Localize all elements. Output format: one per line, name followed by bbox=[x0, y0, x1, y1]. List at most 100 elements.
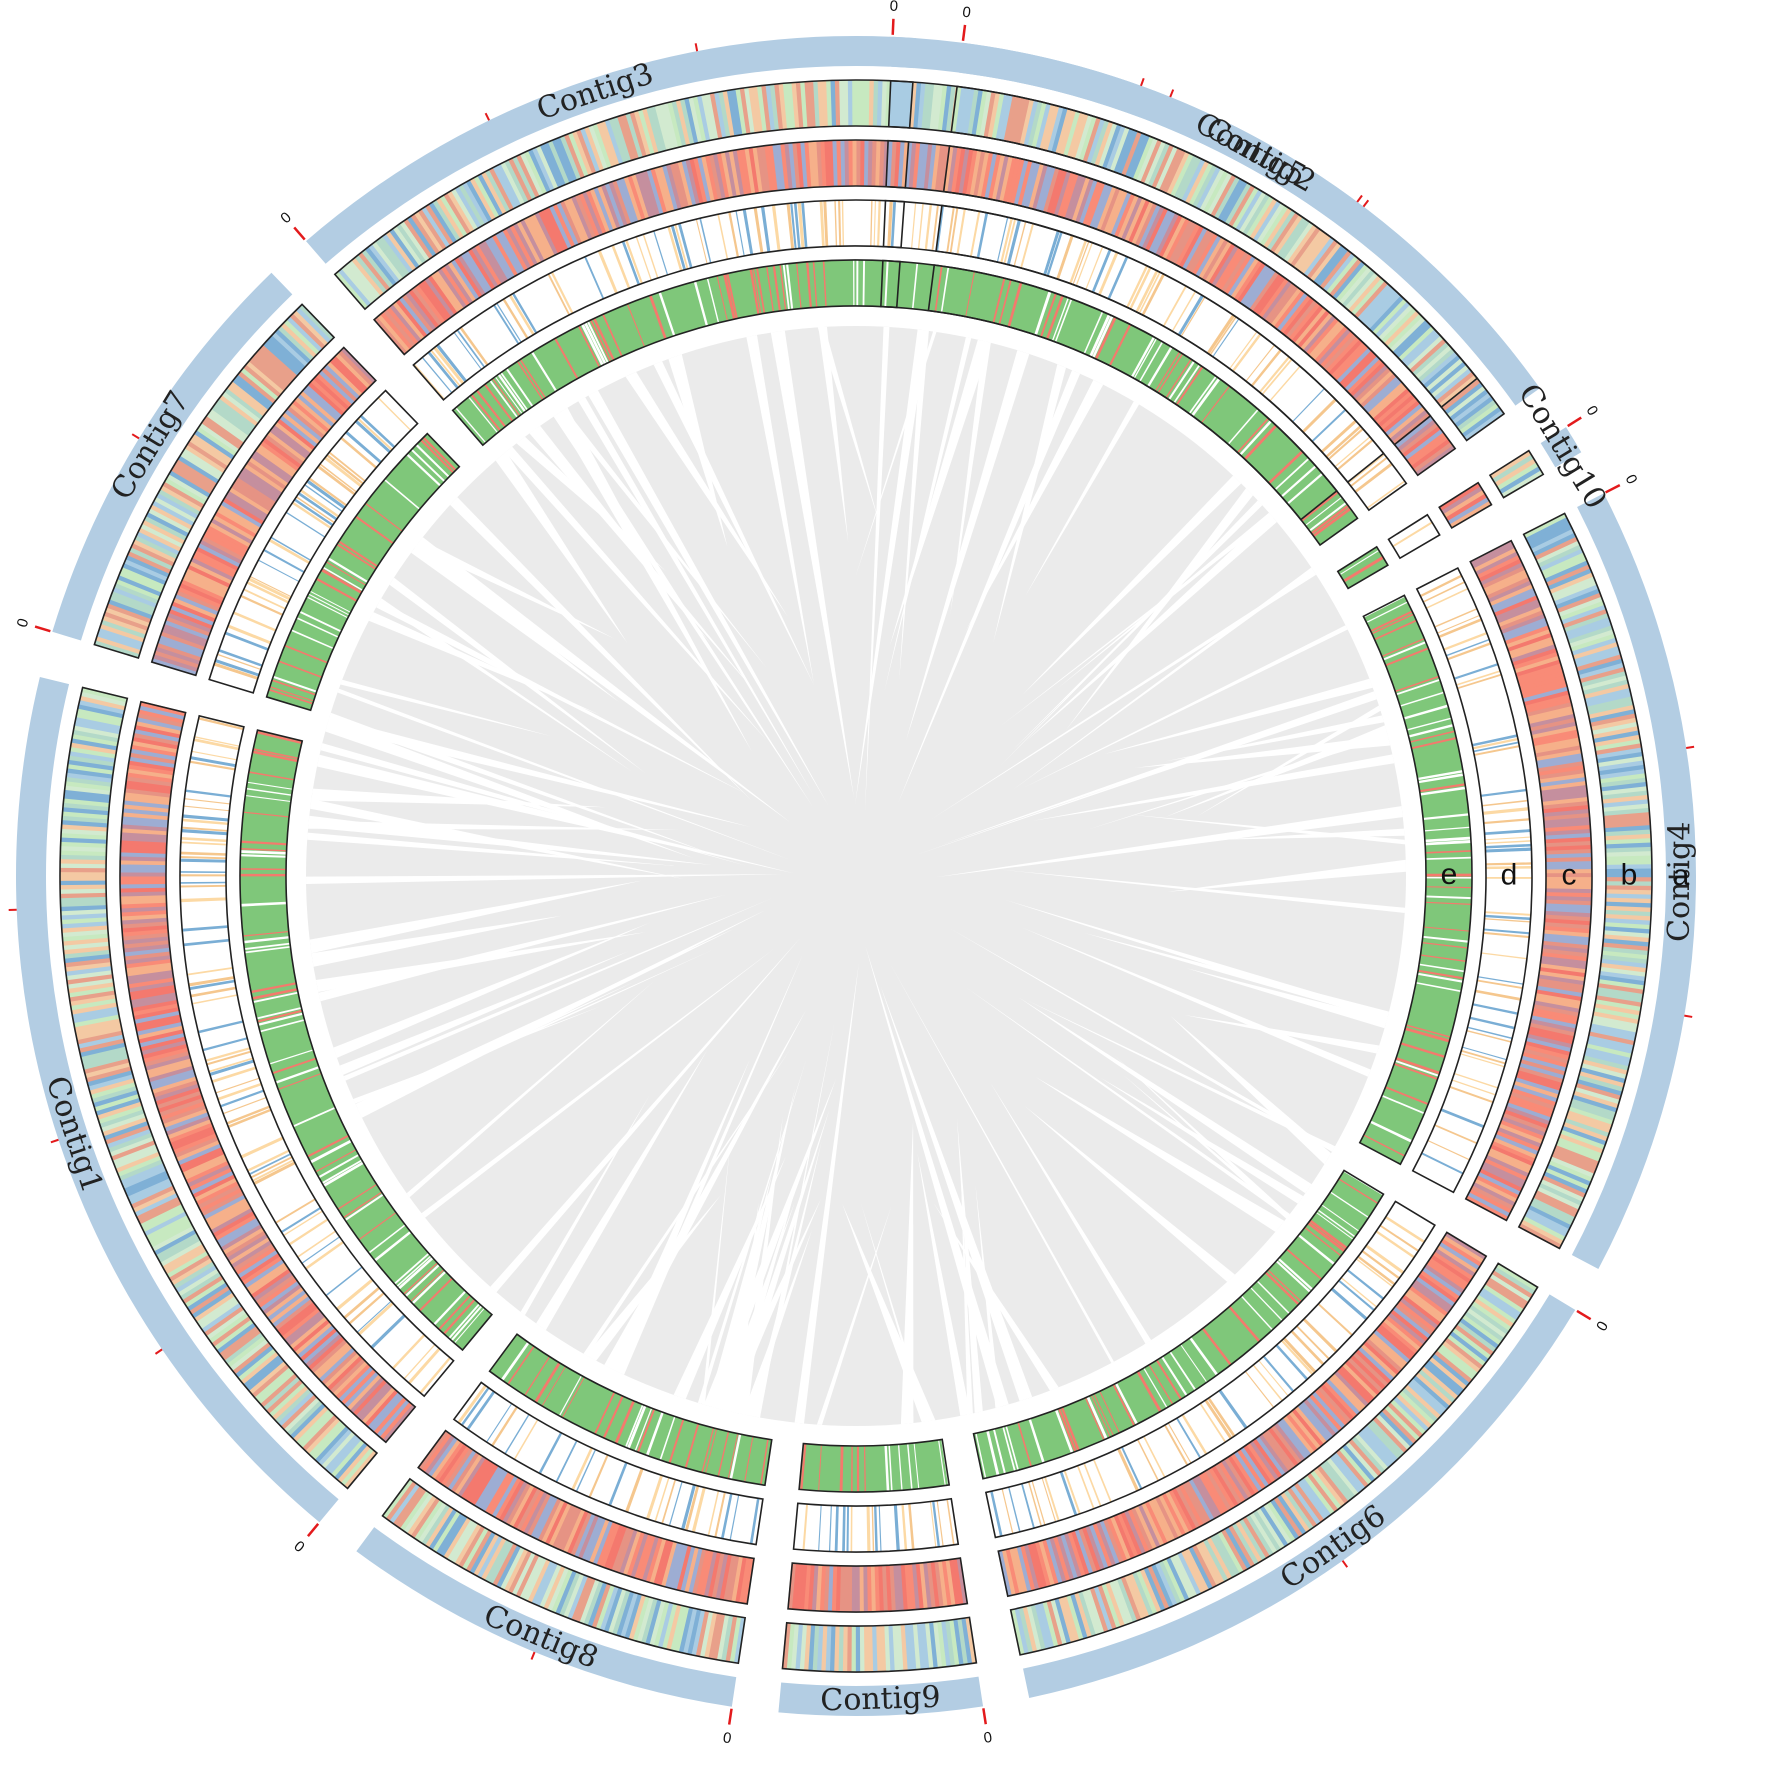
track-c-bin bbox=[1521, 682, 1568, 700]
track-b-bin bbox=[106, 602, 152, 624]
track-b-bin bbox=[1582, 1059, 1628, 1076]
track-c-bin bbox=[222, 1227, 265, 1255]
track-c-bin bbox=[1328, 1376, 1364, 1413]
track-b-bin bbox=[718, 91, 731, 138]
track-c-bin bbox=[890, 140, 898, 188]
track-c-bin bbox=[1542, 940, 1589, 950]
track-c-bin bbox=[142, 1046, 189, 1063]
link-gap bbox=[1100, 1077, 1304, 1204]
link-gap bbox=[1065, 488, 1253, 731]
track-b-bin bbox=[144, 515, 188, 541]
track-c-bin bbox=[222, 497, 265, 525]
track-d-stripe bbox=[198, 717, 244, 731]
track-c-bin bbox=[185, 1160, 230, 1184]
track-d-stripe bbox=[1137, 1439, 1159, 1482]
link-gap bbox=[993, 364, 1066, 643]
track-b-bin bbox=[795, 81, 805, 129]
track-b-bin bbox=[1532, 532, 1577, 557]
track-b-bin bbox=[542, 1565, 566, 1610]
track-c-bin bbox=[312, 1341, 350, 1377]
track-c-bin bbox=[1475, 1175, 1520, 1200]
track-b-bin bbox=[538, 1563, 562, 1609]
track-e-stripe bbox=[257, 1012, 304, 1026]
track-c-bin bbox=[289, 402, 328, 436]
track-b-bin bbox=[481, 171, 508, 215]
track-c-bin bbox=[1077, 1527, 1097, 1573]
track-b-bin bbox=[1120, 1576, 1142, 1621]
track-b-bin bbox=[941, 85, 953, 132]
track-b-bin bbox=[1112, 1579, 1133, 1625]
link-gap bbox=[421, 948, 775, 1218]
track-b-bin bbox=[963, 88, 976, 135]
track-d-stripe bbox=[1457, 673, 1502, 690]
track-d-stripe bbox=[1449, 1085, 1494, 1104]
track-c-bin bbox=[1543, 933, 1590, 942]
track-b-bin bbox=[476, 1535, 503, 1579]
track-c-bin bbox=[1534, 996, 1581, 1010]
track-c-bin bbox=[1377, 1324, 1416, 1358]
track-c-bin bbox=[203, 532, 246, 558]
track-e-stripe bbox=[1028, 1418, 1045, 1464]
track-b-bin bbox=[66, 767, 113, 779]
track-e-stripe bbox=[716, 275, 728, 321]
track-e-stripe bbox=[812, 261, 818, 308]
track-b-bin bbox=[1322, 253, 1356, 293]
track-d-stripe bbox=[1063, 1470, 1081, 1515]
track-b-bin bbox=[136, 1196, 180, 1221]
track-c-bin bbox=[182, 1153, 227, 1177]
track-b-bin bbox=[164, 477, 207, 505]
track-b-bin bbox=[1351, 278, 1386, 316]
track-c-bin bbox=[1100, 187, 1121, 233]
track-b-bin bbox=[60, 862, 107, 869]
track-b-bin bbox=[550, 1568, 573, 1614]
track-c-bin bbox=[1023, 1544, 1040, 1590]
track-b-bin bbox=[85, 1065, 132, 1083]
track-b-bin bbox=[338, 268, 372, 307]
track-d-stripe bbox=[213, 662, 259, 680]
track-b-bin bbox=[1538, 1182, 1583, 1207]
track-d-stripe bbox=[1477, 979, 1523, 990]
track-b-bin bbox=[675, 99, 691, 146]
track-e-stripe bbox=[806, 261, 812, 308]
track-d-stripe bbox=[197, 1020, 244, 1034]
track-c-bin bbox=[1059, 1533, 1078, 1580]
track-d-frame bbox=[984, 1200, 1436, 1539]
track-c-bin bbox=[656, 1540, 674, 1586]
track-c-bin bbox=[1503, 621, 1549, 642]
track-b-bin bbox=[219, 394, 259, 427]
track-b-bin bbox=[739, 87, 752, 135]
track-e-stripe bbox=[1112, 1384, 1136, 1427]
track-c-bin bbox=[299, 390, 338, 425]
track-d-stripe bbox=[1028, 1481, 1043, 1527]
track-c-bin bbox=[1370, 385, 1408, 420]
track-d-stripe bbox=[901, 1504, 908, 1551]
track-b-bin bbox=[1401, 1387, 1439, 1423]
track-c-bin bbox=[1208, 243, 1236, 285]
track-b-bin bbox=[1053, 1598, 1071, 1644]
track-b-bin bbox=[1552, 1148, 1598, 1171]
track-c-bin bbox=[1144, 1501, 1168, 1545]
track-c-bin bbox=[161, 627, 207, 647]
track-e-stripe bbox=[1099, 1391, 1120, 1434]
track-c-bin bbox=[892, 1564, 900, 1611]
track-c-bin bbox=[165, 1115, 211, 1136]
track-b-bin bbox=[695, 1610, 710, 1657]
track-c-bin bbox=[1380, 397, 1419, 431]
track-b-bin bbox=[65, 965, 112, 976]
track-c-bin bbox=[478, 242, 506, 284]
track-c-bin bbox=[367, 1391, 401, 1430]
track-d-stripe bbox=[283, 1210, 323, 1237]
track-b-bin bbox=[1283, 222, 1314, 263]
track-e-stripe bbox=[494, 376, 523, 415]
track-b-bin bbox=[1522, 1216, 1566, 1242]
track-c-bin bbox=[918, 1562, 928, 1609]
track-e-stripe bbox=[309, 1139, 352, 1164]
track-c-bin bbox=[1370, 1332, 1408, 1367]
track-b-bin bbox=[104, 1124, 150, 1145]
track-c-bin bbox=[440, 1445, 471, 1487]
track-c-bin bbox=[1082, 180, 1102, 226]
track-e-stripe bbox=[862, 260, 866, 307]
track-c-bin bbox=[206, 524, 250, 551]
track-d-frame bbox=[1411, 566, 1533, 1194]
track-b-bin bbox=[516, 154, 541, 198]
